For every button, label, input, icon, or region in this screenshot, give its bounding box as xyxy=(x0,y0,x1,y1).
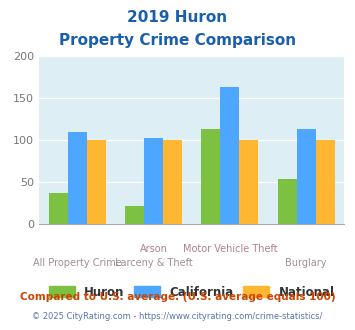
Bar xyxy=(278,179,297,224)
Text: Property Crime Comparison: Property Crime Comparison xyxy=(59,33,296,48)
Text: All Property Crime: All Property Crime xyxy=(33,258,121,268)
Text: Compared to U.S. average. (U.S. average equals 100): Compared to U.S. average. (U.S. average … xyxy=(20,292,335,302)
Bar xyxy=(87,140,106,224)
Bar xyxy=(297,129,316,224)
Bar xyxy=(49,193,68,224)
Bar xyxy=(125,206,144,224)
Text: Larceny & Theft: Larceny & Theft xyxy=(115,258,192,268)
Bar xyxy=(144,138,163,224)
Text: © 2025 CityRating.com - https://www.cityrating.com/crime-statistics/: © 2025 CityRating.com - https://www.city… xyxy=(32,312,323,321)
Text: Arson: Arson xyxy=(140,244,168,254)
Text: Motor Vehicle Theft: Motor Vehicle Theft xyxy=(182,244,277,254)
Bar xyxy=(239,140,258,224)
Bar xyxy=(220,87,239,224)
Text: 2019 Huron: 2019 Huron xyxy=(127,10,228,25)
Bar xyxy=(316,140,335,224)
Bar xyxy=(163,140,182,224)
Bar xyxy=(68,132,87,224)
Legend: Huron, California, National: Huron, California, National xyxy=(44,281,339,303)
Text: Burglary: Burglary xyxy=(285,258,327,268)
Bar xyxy=(201,129,220,224)
